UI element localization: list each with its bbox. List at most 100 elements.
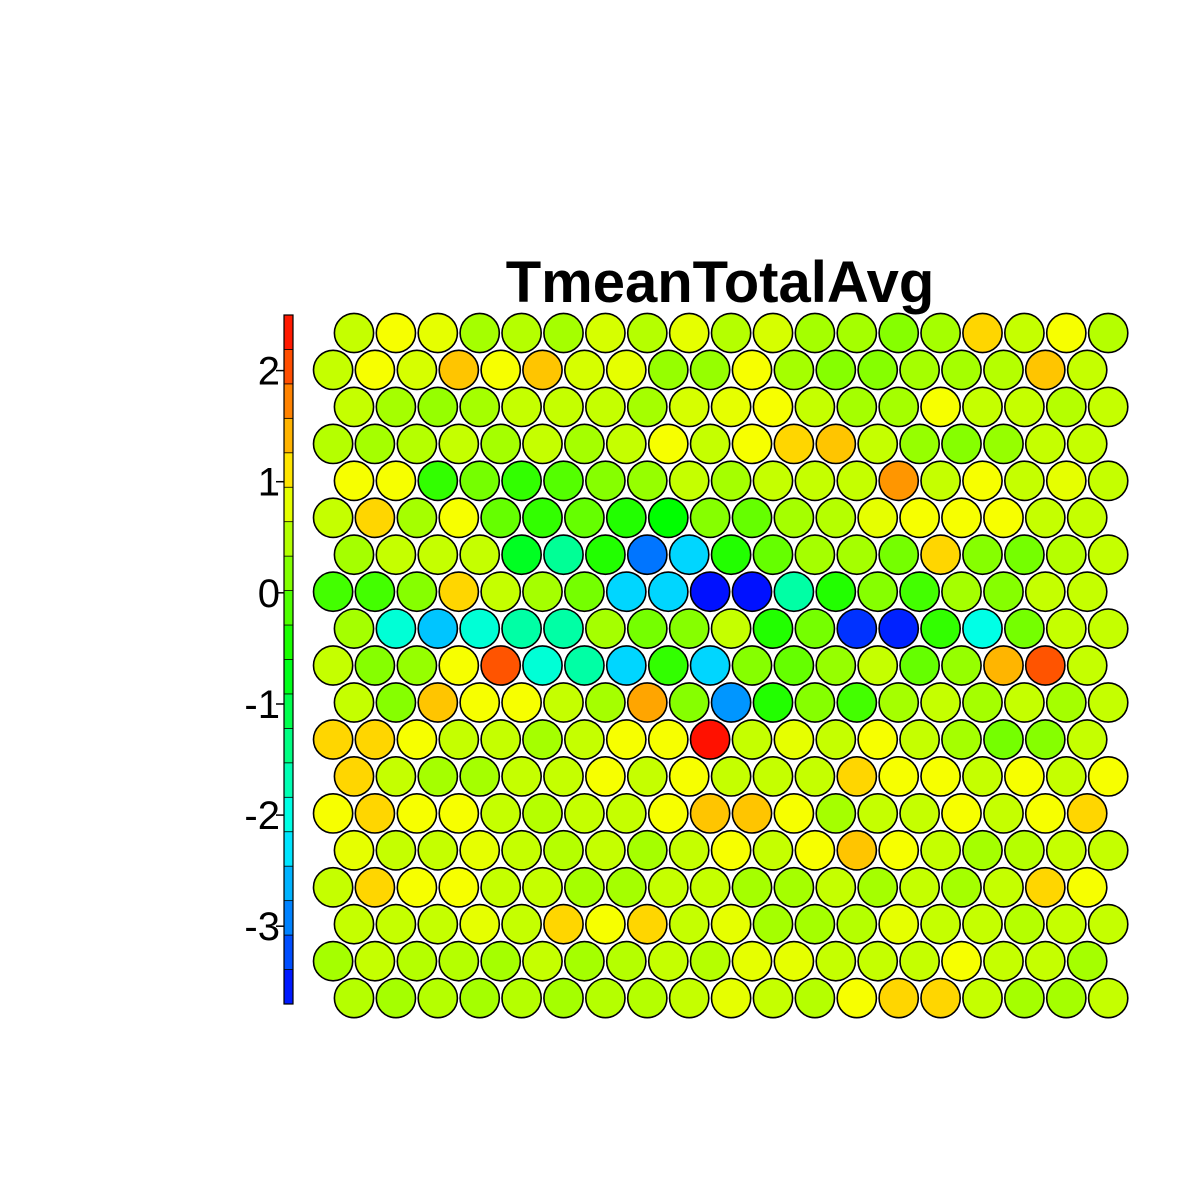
som-cell xyxy=(1045,829,1087,871)
som-cell xyxy=(752,903,794,945)
som-cell xyxy=(354,349,396,391)
som-cell xyxy=(731,423,773,465)
som-cell xyxy=(731,866,773,908)
som-cell xyxy=(1004,534,1045,576)
som-cell xyxy=(438,645,480,686)
som-cell xyxy=(647,866,689,908)
som-cell xyxy=(815,423,857,465)
som-cell xyxy=(585,534,626,576)
som-cell xyxy=(1087,312,1129,354)
colorbar-band xyxy=(284,487,293,523)
som-cell xyxy=(564,940,605,982)
som-cell xyxy=(899,793,941,834)
som-cell xyxy=(941,719,982,760)
som-cell xyxy=(668,608,710,650)
som-cell xyxy=(543,460,584,502)
som-cell xyxy=(920,829,962,871)
som-cell xyxy=(522,940,563,982)
som-cell xyxy=(983,497,1024,539)
som-cell xyxy=(522,497,563,539)
som-cell xyxy=(668,977,710,1019)
som-cell xyxy=(501,608,542,650)
som-cell xyxy=(375,386,417,428)
som-cell xyxy=(1087,829,1129,871)
som-cell xyxy=(647,940,689,982)
som-cell xyxy=(438,793,480,834)
som-cell xyxy=(983,866,1024,908)
som-cell xyxy=(626,756,668,797)
som-cell xyxy=(564,866,605,908)
som-cell xyxy=(962,312,1003,354)
som-cell xyxy=(857,940,899,982)
som-cell xyxy=(1066,423,1108,465)
som-cell xyxy=(773,645,815,686)
som-cell xyxy=(333,386,375,428)
som-cell xyxy=(417,608,459,650)
som-cell xyxy=(689,645,731,686)
colorbar xyxy=(283,314,294,1005)
som-cell xyxy=(962,608,1003,650)
som-cell xyxy=(459,608,501,650)
som-cell xyxy=(333,312,375,354)
som-cell xyxy=(710,312,752,354)
som-cell xyxy=(564,497,605,539)
som-cell xyxy=(480,423,522,465)
som-cell xyxy=(1004,386,1045,428)
som-cell xyxy=(941,497,982,539)
som-cell xyxy=(417,829,459,871)
som-cell xyxy=(605,866,647,908)
som-cell xyxy=(438,940,480,982)
som-cell xyxy=(333,460,375,502)
colorbar-band xyxy=(284,452,293,488)
colorbar-band xyxy=(284,900,293,936)
som-cell xyxy=(480,940,522,982)
som-cell xyxy=(962,903,1003,945)
som-cell xyxy=(417,903,459,945)
som-cell xyxy=(983,423,1024,465)
som-cell xyxy=(920,534,962,576)
som-cell xyxy=(668,682,710,723)
colorbar-band xyxy=(284,797,293,833)
som-cell xyxy=(983,793,1024,834)
som-cell xyxy=(899,571,941,613)
som-cell xyxy=(438,866,480,908)
som-cell xyxy=(375,977,417,1019)
som-cell xyxy=(522,719,563,760)
som-cell xyxy=(689,793,731,834)
som-cell xyxy=(689,349,731,391)
som-cell xyxy=(752,534,794,576)
som-cell xyxy=(668,829,710,871)
som-cell xyxy=(480,645,522,686)
som-cell xyxy=(773,793,815,834)
som-cell xyxy=(794,386,836,428)
som-cell xyxy=(438,571,480,613)
colorbar-frame xyxy=(283,314,294,1005)
som-cell xyxy=(626,682,668,723)
som-cell xyxy=(815,866,857,908)
som-cell xyxy=(689,940,731,982)
som-cell xyxy=(689,866,731,908)
som-cell xyxy=(836,386,878,428)
som-cell xyxy=(647,497,689,539)
som-cell xyxy=(1066,719,1108,760)
som-cell xyxy=(459,460,501,502)
som-cell xyxy=(815,719,857,760)
som-cell xyxy=(689,423,731,465)
som-cell xyxy=(878,534,920,576)
som-cell xyxy=(312,866,354,908)
som-cell xyxy=(1045,903,1087,945)
som-cell xyxy=(1024,866,1066,908)
som-cell xyxy=(962,460,1003,502)
som-cell xyxy=(1024,719,1066,760)
som-cell xyxy=(752,756,794,797)
som-cell xyxy=(438,423,480,465)
som-cell xyxy=(836,608,878,650)
som-cell xyxy=(459,312,501,354)
som-cell xyxy=(983,571,1024,613)
som-cell xyxy=(962,534,1003,576)
som-cell xyxy=(836,682,878,723)
som-cell xyxy=(354,497,396,539)
som-cell xyxy=(312,423,354,465)
colorbar-band xyxy=(284,659,293,695)
